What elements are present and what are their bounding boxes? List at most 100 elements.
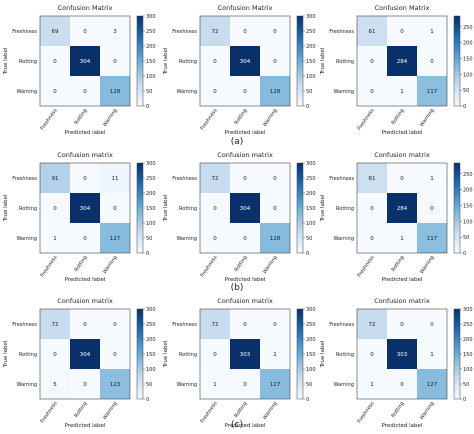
matrix-frame <box>39 162 131 254</box>
x-axis-label: Predicted label <box>382 277 423 283</box>
cell-value: 0 <box>273 59 277 65</box>
row-tick-label: Freshness <box>329 176 354 182</box>
cell-value: 1 <box>273 352 277 358</box>
panel-title: Confusion matrix <box>217 297 273 305</box>
matrix-cell <box>100 223 130 253</box>
y-axis-label: True label <box>3 47 9 75</box>
colorbar-tick-label: 150 <box>463 352 473 358</box>
cell-value: 1 <box>370 382 374 388</box>
colorbar <box>136 162 144 254</box>
row-tick-label: Rotting <box>179 59 197 65</box>
colorbar-tick-label: 150 <box>146 206 156 212</box>
matrix-cell <box>230 339 260 369</box>
x-axis-label: Predicted label <box>382 423 423 429</box>
col-tick-label: Rotting <box>390 401 405 419</box>
colorbar-tick-label: 250 <box>306 176 316 182</box>
cell-value: 0 <box>213 59 217 65</box>
row-tick-label: Freshness <box>172 176 197 182</box>
colorbar <box>453 308 461 400</box>
cell-value: 0 <box>400 176 404 182</box>
col-tick-label: Freshness <box>40 254 59 278</box>
matrix-cell <box>200 223 230 253</box>
row-tick-label: Warning <box>16 89 37 95</box>
row-tick-label: Freshness <box>12 29 37 35</box>
x-axis-label: Predicted label <box>225 130 266 136</box>
colorbar-tick-label: 200 <box>146 44 156 50</box>
colorbar-tick-label: 50 <box>306 89 312 95</box>
matrix-cell <box>260 223 290 253</box>
matrix-cell <box>357 163 387 193</box>
cell-value: 304 <box>80 206 91 212</box>
col-tick-label: Freshness <box>200 107 219 131</box>
matrix-cell <box>417 16 447 46</box>
cell-value: 0 <box>273 29 277 35</box>
row-tick-label: Freshness <box>12 176 37 182</box>
matrix-cell <box>230 76 260 106</box>
matrix-cell <box>100 46 130 76</box>
row-tick-label: Freshness <box>172 29 197 35</box>
matrix-cell <box>200 309 230 339</box>
cell-value: 0 <box>113 352 117 358</box>
row-tick-label: Rotting <box>19 59 37 65</box>
cell-value: 123 <box>110 382 121 388</box>
colorbar <box>296 15 304 107</box>
cell-value: 0 <box>113 59 117 65</box>
matrix-cell <box>387 193 417 223</box>
colorbar <box>453 162 461 254</box>
matrix-frame <box>199 15 291 107</box>
colorbar-tick-label: 250 <box>306 322 316 328</box>
cell-value: 3 <box>113 29 117 35</box>
y-axis-label: True label <box>163 47 169 75</box>
matrix-cell <box>387 309 417 339</box>
cell-value: 11 <box>112 176 119 182</box>
confusion-matrix-panel-1: Confusion Matrix 69 0 3 0 304 0 0 0 128 Freshness R… <box>3 4 156 136</box>
matrix-cell <box>40 46 70 76</box>
matrix-cell <box>230 46 260 76</box>
col-tick-label: Rotting <box>73 401 88 419</box>
colorbar-tick-label: 100 <box>146 74 156 80</box>
col-tick-label: Freshness <box>200 400 219 424</box>
panel-title: Confusion Matrix <box>375 4 430 12</box>
x-axis-label: Predicted label <box>225 423 266 429</box>
cell-value: 1 <box>430 176 434 182</box>
matrix-cell <box>357 193 387 223</box>
col-tick-label: Warning <box>262 255 279 275</box>
colorbar-tick-label: 50 <box>463 235 469 241</box>
cell-value: 0 <box>370 59 374 65</box>
row-tick-label: Warning <box>176 89 197 95</box>
matrix-cell <box>100 369 130 399</box>
cell-value: 0 <box>400 29 404 35</box>
colorbar-tick-label: 100 <box>146 221 156 227</box>
colorbar-tick-label: 150 <box>463 203 473 209</box>
colorbar-tick-label: 0 <box>306 397 309 403</box>
cell-value: 72 <box>212 29 219 35</box>
cell-value: 0 <box>400 322 404 328</box>
cell-value: 0 <box>83 382 87 388</box>
matrix-cell <box>417 309 447 339</box>
col-tick-label: Rotting <box>73 255 88 273</box>
colorbar-tick-label: 250 <box>146 29 156 35</box>
cell-value: 72 <box>212 322 219 328</box>
matrix-frame <box>199 308 291 400</box>
col-tick-label: Freshness <box>40 107 59 131</box>
matrix-cell <box>200 339 230 369</box>
matrix-cell <box>387 76 417 106</box>
matrix-cell <box>260 193 290 223</box>
cell-value: 69 <box>52 29 59 35</box>
colorbar-tick-label: 100 <box>306 367 316 373</box>
matrix-cell <box>40 223 70 253</box>
row-tick-label: Rotting <box>179 206 197 212</box>
colorbar-tick-label: 300 <box>306 161 316 167</box>
colorbar-tick-label: 50 <box>146 89 152 95</box>
colorbar-tick-label: 100 <box>306 74 316 80</box>
colorbar-tick-label: 300 <box>146 307 156 313</box>
row-tick-label: Warning <box>333 236 354 242</box>
cell-value: 61 <box>369 29 376 35</box>
colorbar-tick-label: 0 <box>146 397 149 403</box>
colorbar <box>296 308 304 400</box>
x-axis-label: Predicted label <box>225 277 266 283</box>
colorbar-tick-label: 0 <box>306 104 309 110</box>
colorbar-tick-label: 0 <box>306 251 309 257</box>
row-tick-label: Freshness <box>172 322 197 328</box>
